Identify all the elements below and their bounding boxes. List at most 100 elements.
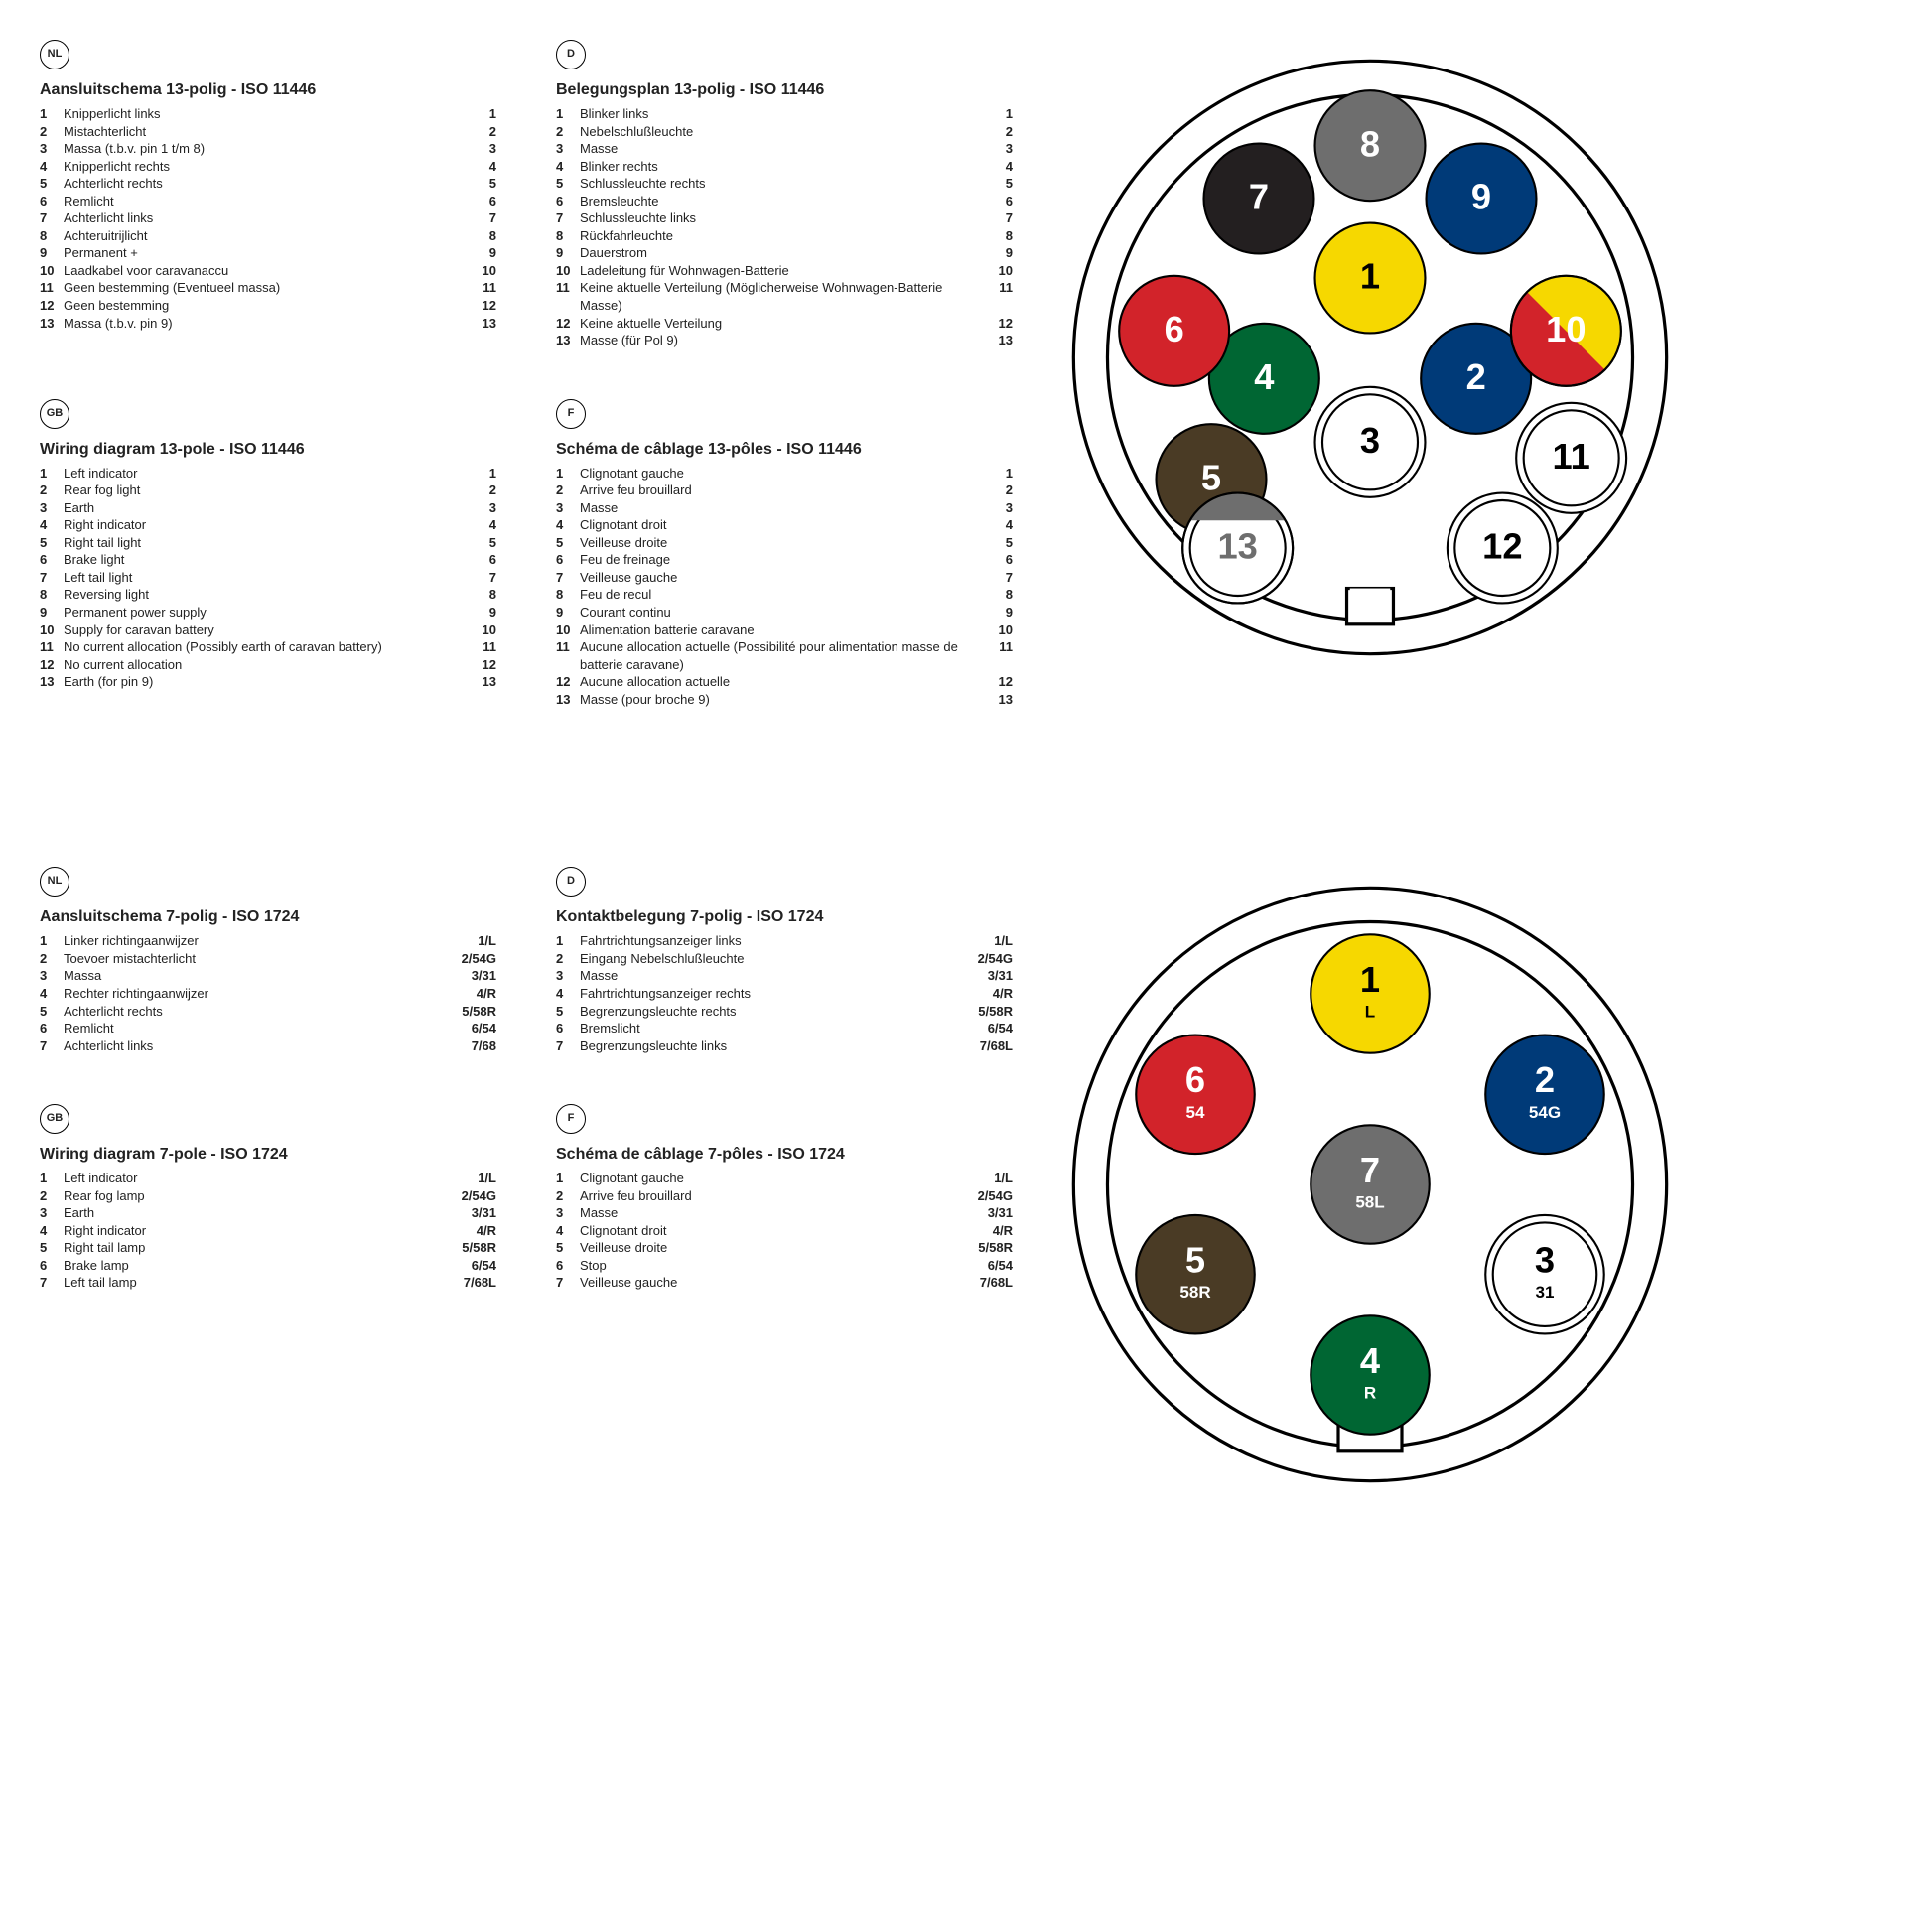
pin-label: Knipperlicht links: [64, 105, 457, 123]
pin-index: 13: [40, 315, 64, 333]
pin-index: 3: [556, 499, 580, 517]
pin-row: 3Masse3/31: [556, 1204, 1013, 1222]
pin-label: Remlicht: [64, 193, 457, 210]
pin-label: Aucune allocation actuelle: [580, 673, 973, 691]
lang-block-nl: NLAansluitschema 7-polig - ISO 17241Link…: [40, 867, 496, 1054]
country-badge: F: [556, 399, 586, 429]
pin-code: 3/31: [457, 1204, 496, 1222]
pin-index: 4: [556, 516, 580, 534]
svg-text:58R: 58R: [1179, 1283, 1210, 1302]
pin-row: 5Veilleuse droite5: [556, 534, 1013, 552]
pin-index: 12: [40, 656, 64, 674]
svg-text:2: 2: [1466, 356, 1486, 397]
pin-index: 10: [40, 621, 64, 639]
pin-label: Geen bestemming: [64, 297, 457, 315]
connector-7pin-diagram: 1L254G3314R558R654758L: [1052, 867, 1688, 1502]
pin-12: 12: [1448, 493, 1558, 604]
pin-code: 7: [973, 569, 1013, 587]
pin-row: 4Knipperlicht rechts4: [40, 158, 496, 176]
country-badge: GB: [40, 1104, 69, 1134]
pin-index: 6: [556, 1020, 580, 1037]
pin-label: Brake light: [64, 551, 457, 569]
pin-11: 11: [1516, 403, 1626, 513]
pin-row: 2Rear fog light2: [40, 482, 496, 499]
lang-block-gb: GBWiring diagram 7-pole - ISO 17241Left …: [40, 1104, 496, 1292]
pin-code: 4: [973, 158, 1013, 176]
pin-label: Achterlicht rechts: [64, 175, 457, 193]
pin-row: 3Massa3/31: [40, 967, 496, 985]
pin-code: 1: [457, 465, 496, 483]
pin-1: 1: [1315, 223, 1426, 334]
pin-code: 12: [457, 297, 496, 315]
pin-code: 3: [457, 499, 496, 517]
pin-row: 13Massa (t.b.v. pin 9)13: [40, 315, 496, 333]
pin-index: 3: [556, 1204, 580, 1222]
pin-index: 5: [40, 1003, 64, 1021]
pin-6: 6: [1119, 276, 1229, 386]
pin-label: Permanent +: [64, 244, 457, 262]
pin-label: Massa (t.b.v. pin 1 t/m 8): [64, 140, 457, 158]
pin-index: 10: [40, 262, 64, 280]
block-title: Schéma de câblage 13-pôles - ISO 11446: [556, 441, 1013, 459]
pin-label: No current allocation: [64, 656, 457, 674]
pin-label: Clignotant droit: [580, 1222, 973, 1240]
pin-row: 2Arrive feu brouillard2: [556, 482, 1013, 499]
pin-code: 1: [973, 105, 1013, 123]
pin-label: Right indicator: [64, 1222, 457, 1240]
lang-block-d: DBelegungsplan 13-polig - ISO 114461Blin…: [556, 40, 1013, 349]
pin-code: 3/31: [973, 967, 1013, 985]
pin-label: Feu de freinage: [580, 551, 973, 569]
pin-row: 8Feu de recul8: [556, 586, 1013, 604]
pin-row: 7Left tail lamp7/68L: [40, 1274, 496, 1292]
pin-label: Massa (t.b.v. pin 9): [64, 315, 457, 333]
pin-row: 7Left tail light7: [40, 569, 496, 587]
pin-row: 9Courant continu9: [556, 604, 1013, 621]
pin-row: 3Masse3: [556, 140, 1013, 158]
pin-label: Earth: [64, 499, 457, 517]
pin-code: 2/54G: [973, 1187, 1013, 1205]
pin-label: Right tail light: [64, 534, 457, 552]
pin-7: 7: [1204, 144, 1314, 254]
pin-code: 6/54: [457, 1020, 496, 1037]
pin-row: 6Brake lamp6/54: [40, 1257, 496, 1275]
pin-code: 12: [457, 656, 496, 674]
pin-code: 6: [457, 551, 496, 569]
pin-index: 3: [40, 1204, 64, 1222]
pin-row: 3Masse3/31: [556, 967, 1013, 985]
pin-index: 9: [556, 604, 580, 621]
section-7pin: NLAansluitschema 7-polig - ISO 17241Link…: [40, 867, 1892, 1502]
pin-index: 6: [556, 193, 580, 210]
pin-code: 6/54: [973, 1257, 1013, 1275]
pin-row: 5Achterlicht rechts5/58R: [40, 1003, 496, 1021]
pin-code: 3: [973, 499, 1013, 517]
pin-code: 5: [457, 175, 496, 193]
pin-label: Fahrtrichtungsanzeiger rechts: [580, 985, 973, 1003]
pin-index: 6: [40, 193, 64, 210]
text-columns-13: NLAansluitschema 13-polig - ISO 114461Kn…: [40, 40, 1013, 748]
pin-index: 7: [40, 1274, 64, 1292]
pin-label: Clignotant gauche: [580, 465, 973, 483]
svg-text:7: 7: [1249, 177, 1269, 217]
pin-index: 4: [40, 1222, 64, 1240]
pin-index: 12: [556, 315, 580, 333]
pin-row: 6Remlicht6/54: [40, 1020, 496, 1037]
pin-index: 5: [556, 175, 580, 193]
pin-index: 2: [40, 482, 64, 499]
pin-code: 3/31: [973, 1204, 1013, 1222]
svg-text:5: 5: [1201, 457, 1221, 497]
pin-index: 11: [556, 279, 580, 314]
block-title: Aansluitschema 13-polig - ISO 11446: [40, 81, 496, 99]
pin-label: Achterlicht links: [64, 1037, 457, 1055]
pin-code: 3: [973, 140, 1013, 158]
pin-code: 4/R: [457, 1222, 496, 1240]
pin-index: 3: [40, 140, 64, 158]
pin-index: 7: [556, 209, 580, 227]
svg-text:7: 7: [1360, 1150, 1380, 1190]
pin-code: 8: [973, 227, 1013, 245]
block-title: Kontaktbelegung 7-polig - ISO 1724: [556, 908, 1013, 926]
pin-row: 11Geen bestemming (Eventueel massa)11: [40, 279, 496, 297]
lang-block-nl: NLAansluitschema 13-polig - ISO 114461Kn…: [40, 40, 496, 349]
pin-row: 5Veilleuse droite5/58R: [556, 1239, 1013, 1257]
pin-index: 8: [40, 227, 64, 245]
pin-code: 9: [457, 604, 496, 621]
